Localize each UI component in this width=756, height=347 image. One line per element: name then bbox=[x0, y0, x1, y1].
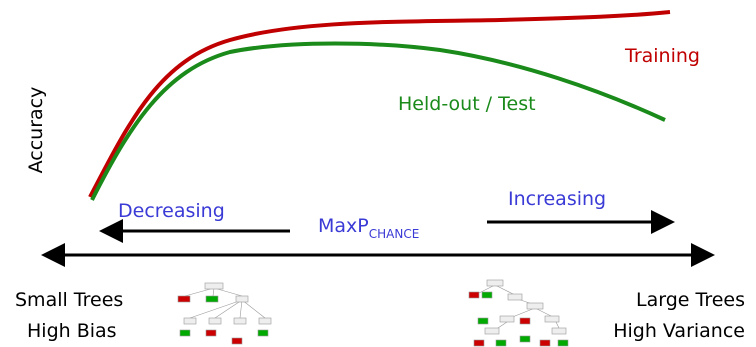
y-axis-label: Accuracy bbox=[25, 87, 47, 174]
right-bias: High Variance bbox=[613, 320, 745, 342]
parameter-subscript: CHANCE bbox=[369, 227, 420, 241]
left-bias: High Bias bbox=[27, 320, 117, 342]
parameter: MaxPCHANCE bbox=[318, 215, 419, 241]
training-curve bbox=[88, 10, 671, 198]
large-tree-icon bbox=[468, 279, 569, 347]
left-size: Small Trees bbox=[15, 289, 123, 311]
test-curve bbox=[90, 41, 666, 201]
right-size: Large Trees bbox=[636, 289, 745, 311]
training-label: Training bbox=[624, 45, 700, 67]
test-label: Held-out / Test bbox=[398, 93, 536, 115]
increasing-label: Increasing bbox=[508, 188, 606, 210]
decreasing-label: Decreasing bbox=[118, 200, 225, 222]
parameter-name: MaxP bbox=[318, 215, 369, 237]
small-tree-icon bbox=[177, 282, 272, 345]
